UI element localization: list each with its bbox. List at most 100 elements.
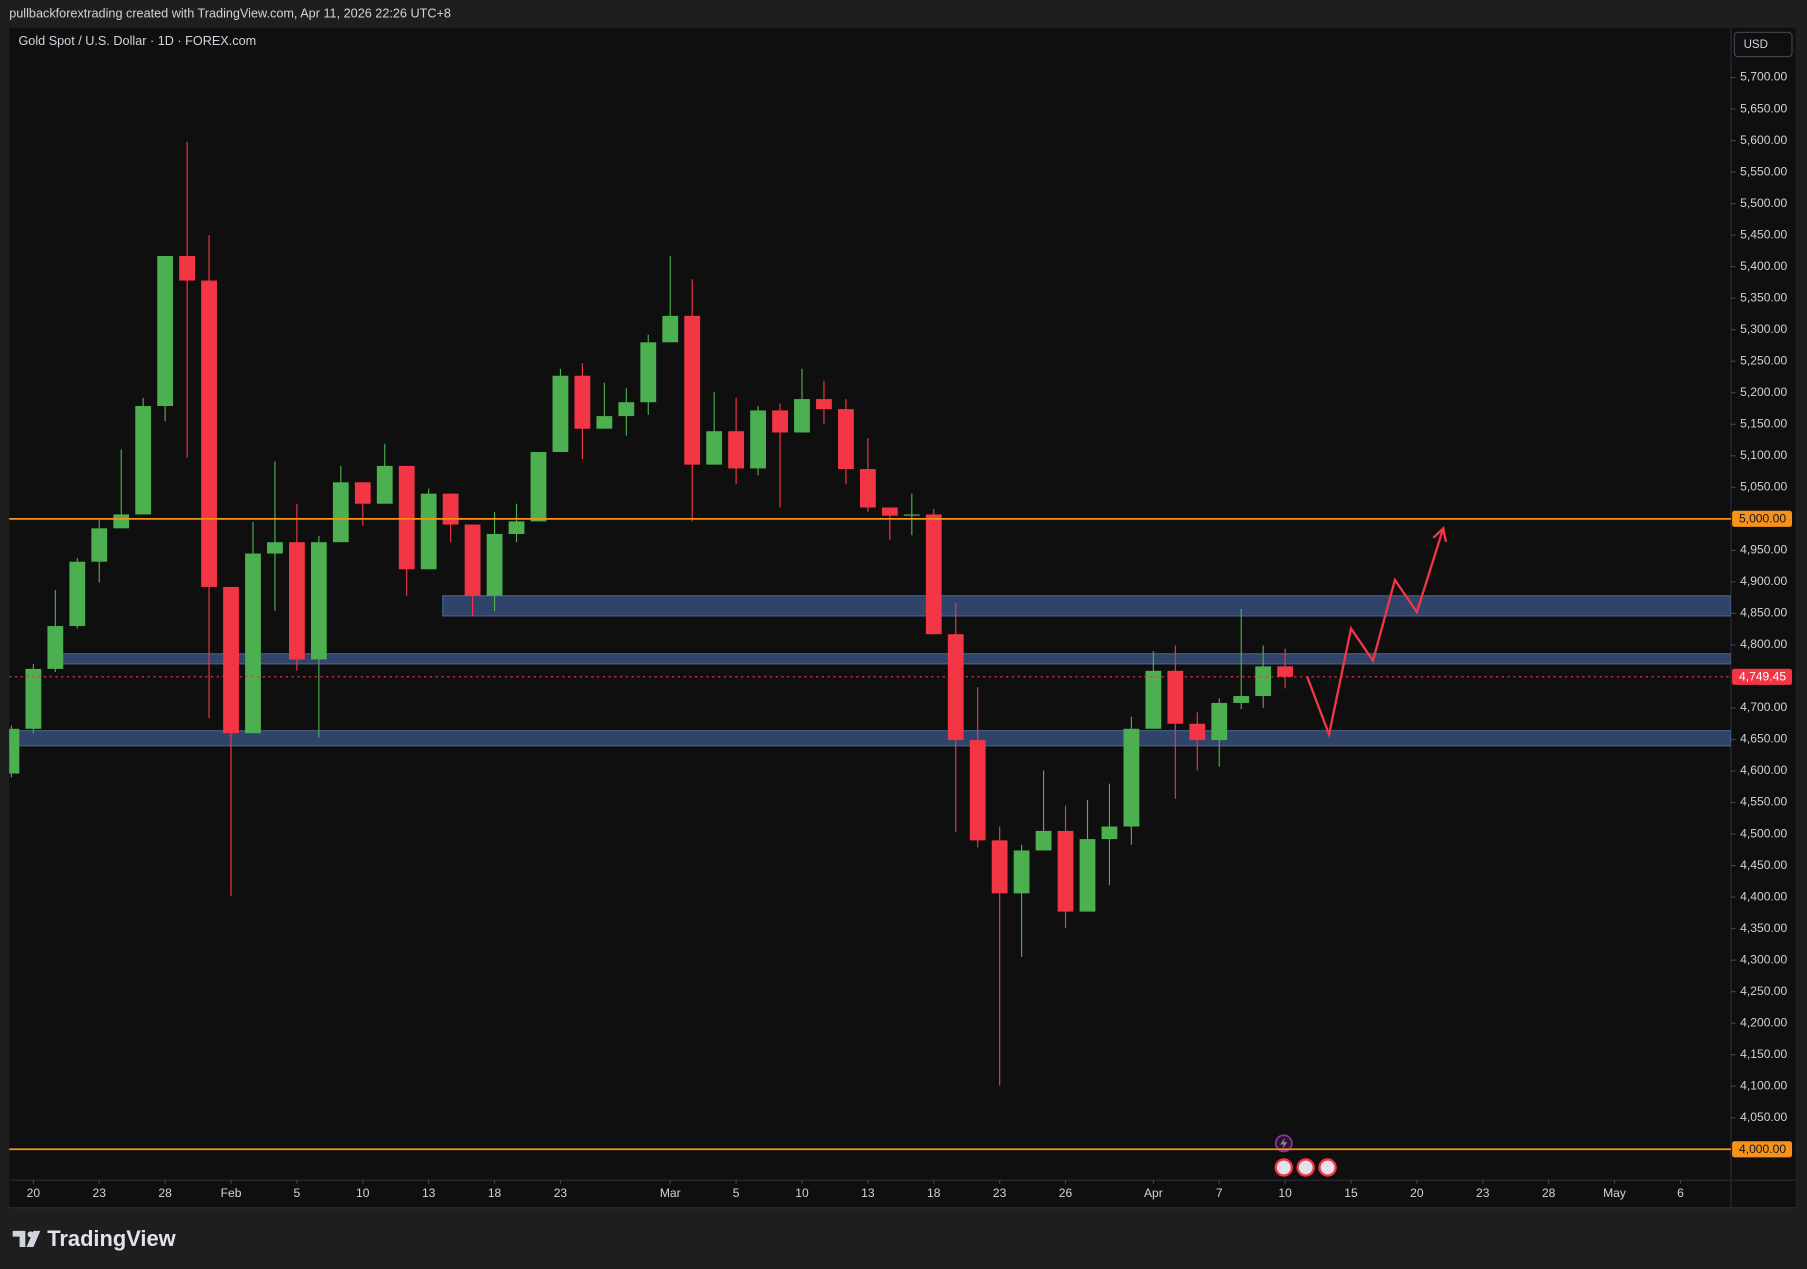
candle-body [332,482,349,543]
event-icon[interactable] [1296,1158,1315,1177]
y-tick-label: 4,200.00 [1740,1015,1787,1029]
candle-body [947,634,964,741]
x-tick-label: 5 [294,1186,301,1200]
candle-body [618,402,635,417]
candle-body [69,561,86,627]
y-tick-label: 4,250.00 [1740,984,1787,998]
y-tick-label: 4,450.00 [1740,858,1787,872]
y-tick-label: 4,550.00 [1740,795,1787,809]
candle-body [1189,723,1206,741]
y-tick-label: 4,600.00 [1740,763,1787,777]
candle-body [376,465,393,504]
candle-body [838,409,854,470]
currency-box[interactable] [1733,31,1793,58]
price-badge-label: 4,000.00 [1739,1142,1786,1156]
candle-body [113,514,130,529]
candle-body [925,514,942,635]
y-tick-label: 4,500.00 [1740,826,1787,840]
candle-body [442,493,459,525]
candle-body [464,524,481,596]
y-tick-label: 5,400.00 [1740,259,1787,273]
candle-body [47,626,64,669]
candle-body [816,399,832,410]
candle-body [574,375,591,429]
candle-body [881,507,898,516]
projection-arrowhead [1432,526,1448,543]
x-tick-label: 23 [93,1186,107,1200]
plot-area [9,141,1731,1086]
candle-body [794,399,810,433]
y-tick-label: 5,150.00 [1740,416,1787,430]
candle-body [310,542,327,660]
y-tick-label: 5,450.00 [1740,227,1787,241]
support-resistance-zone [9,730,1731,747]
candle-body [288,542,305,660]
x-tick-label: 23 [1476,1186,1490,1200]
event-icons [1274,1134,1337,1177]
candle-body [245,553,261,734]
x-tick-label: 7 [1216,1186,1223,1200]
y-tick-label: 4,400.00 [1740,889,1787,903]
candle-body [859,469,876,508]
candle-body [223,586,239,734]
y-tick-label: 4,150.00 [1740,1047,1787,1061]
currency[interactable]: USD [1744,39,1768,51]
support-resistance-zone [442,595,1731,617]
candle-body [640,342,657,403]
x-tick-label: Apr [1144,1186,1163,1200]
x-tick-label: 20 [27,1186,41,1200]
y-tick-label: 4,300.00 [1740,952,1787,966]
x-tick-label: 23 [993,1186,1007,1200]
logo-dot [27,1231,34,1238]
x-tick-label: 10 [795,1186,809,1200]
candle-body [706,431,723,465]
x-tick-label: 6 [1677,1186,1684,1200]
x-tick-label: 18 [488,1186,502,1200]
event-icon[interactable] [1274,1158,1294,1177]
y-tick-label: 5,500.00 [1740,196,1787,210]
x-tick-label: 18 [927,1186,941,1200]
x-tick-label: Mar [660,1186,681,1200]
price-badge [1732,510,1793,527]
y-tick-label: 5,350.00 [1740,290,1787,304]
candle-body [728,431,745,469]
candle-body [486,533,503,596]
candle-body [179,255,196,281]
x-tick-label: 13 [861,1186,875,1200]
y-tick-label: 4,900.00 [1740,574,1787,588]
x-tick-label: 20 [1410,1186,1424,1200]
brand: TradingView [47,1226,176,1251]
y-tick-label: 4,350.00 [1740,921,1787,935]
y-tick-label: 4,950.00 [1740,543,1787,557]
x-tick-label: 28 [158,1186,172,1200]
candle-body [508,521,525,534]
candle-body [1035,830,1052,851]
price-badge [1732,668,1793,685]
candle-body [398,465,415,570]
y-tick-label: 5,650.00 [1740,101,1787,115]
x-tick-label: 10 [356,1186,370,1200]
candle-body [201,280,217,587]
y-tick-label: 4,800.00 [1740,637,1787,651]
x-tick-label: May [1603,1186,1627,1200]
y-tick-label: 5,300.00 [1740,322,1787,336]
header: pullbackforextrading created with Tradin… [9,6,451,20]
chart-title: Gold Spot / U.S. Dollar · 1D · FOREX.com [18,34,256,48]
event-icon[interactable] [1318,1158,1337,1177]
x-tick-label: Feb [221,1186,242,1200]
projection-path [1306,527,1445,739]
candle-body [1057,830,1074,912]
y-tick-label: 5,550.00 [1740,164,1787,178]
candle-body [1167,670,1184,724]
x-tick-label: 13 [422,1186,436,1200]
x-tick-label: 5 [733,1186,740,1200]
y-tick-label: 5,200.00 [1740,385,1787,399]
candle-body [1211,702,1228,741]
x-tick-label: 15 [1344,1186,1358,1200]
candle-body [530,452,547,522]
chart-panel [9,27,1796,1208]
candle-body [991,840,1008,894]
candle-body [552,375,569,453]
y-tick-label: 5,050.00 [1740,480,1787,494]
